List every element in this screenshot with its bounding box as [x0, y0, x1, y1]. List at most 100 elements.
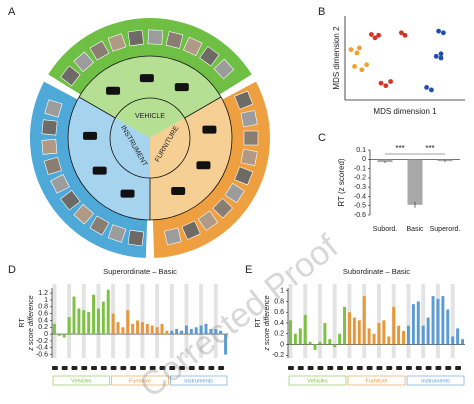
bar	[406, 325, 410, 345]
x-tick-label: Subord.	[373, 226, 398, 233]
shade-band	[155, 284, 160, 358]
shade-band	[317, 284, 322, 358]
object-icon	[198, 366, 205, 370]
photo-thumb	[181, 220, 201, 240]
y-tick-label: -0.2	[272, 352, 284, 359]
divider	[184, 96, 222, 119]
y-tick-label: 1	[44, 297, 48, 304]
photo-thumb	[60, 65, 81, 87]
bar	[328, 339, 332, 345]
object-icon	[337, 366, 344, 370]
y-tick-label: -0.6	[354, 212, 366, 219]
bar	[126, 310, 130, 335]
bar	[387, 336, 391, 345]
bar	[303, 314, 307, 345]
photo-thumb	[89, 215, 110, 236]
photo-thumb	[73, 203, 95, 225]
shade-band	[421, 284, 426, 358]
object-icon	[169, 366, 176, 370]
point	[372, 35, 378, 41]
object-icon	[120, 189, 135, 198]
bar	[446, 309, 450, 345]
group-box	[406, 375, 465, 386]
chart-title: Subordinate – Basic	[343, 267, 410, 276]
bar	[67, 317, 71, 335]
bar	[136, 320, 140, 335]
bar	[382, 320, 386, 345]
point	[359, 67, 365, 73]
photo-thumb	[50, 174, 70, 194]
y-tick-label: -0.5	[354, 203, 366, 210]
x-axis-label: MDS dimension 1	[373, 107, 437, 116]
bar	[411, 304, 415, 345]
photo-thumb	[163, 227, 182, 246]
photo-thumb	[89, 40, 110, 61]
object-icon	[376, 366, 383, 370]
y-axis-label: z score difference	[28, 295, 35, 351]
object-icon	[61, 366, 68, 370]
bar	[150, 325, 154, 335]
bar	[106, 289, 110, 335]
object-icon	[327, 366, 334, 370]
group-label: Furniture	[129, 378, 151, 384]
y-tick-label: 1	[280, 288, 284, 295]
photo-thumb	[165, 31, 184, 49]
group-label: Instruments	[184, 378, 213, 384]
bar	[184, 325, 188, 335]
bar	[209, 328, 213, 335]
photo-thumb	[197, 210, 219, 231]
bar	[318, 341, 322, 345]
photo-thumb	[240, 110, 258, 128]
point	[378, 80, 384, 86]
object-icon	[307, 366, 314, 370]
bar	[426, 317, 430, 345]
bar	[407, 159, 423, 205]
object-icon	[415, 366, 422, 370]
object-icon	[149, 366, 156, 370]
point	[438, 51, 444, 57]
bar	[180, 330, 184, 335]
point	[369, 32, 374, 37]
divider	[78, 96, 116, 119]
point	[357, 45, 362, 51]
bar	[189, 328, 193, 335]
bar	[82, 310, 86, 335]
object-icon	[83, 131, 98, 140]
shade-band	[376, 284, 381, 358]
bar	[357, 320, 361, 345]
bar	[155, 327, 159, 335]
bar	[451, 336, 455, 345]
group-label: Furniture	[365, 378, 387, 384]
point	[441, 30, 446, 36]
object-icon	[396, 366, 403, 370]
inner-sector	[67, 97, 150, 220]
point	[424, 85, 429, 90]
shade-band	[199, 284, 204, 358]
bar	[288, 320, 292, 345]
bar	[372, 333, 376, 345]
y-tick-label: -0.2	[354, 175, 366, 182]
shade-band	[140, 284, 145, 358]
panel-letter: A	[8, 6, 16, 18]
group-box	[52, 375, 110, 386]
y-tick-label: 0.8	[274, 298, 284, 305]
bar	[160, 323, 164, 335]
bar	[214, 328, 218, 335]
point	[402, 32, 408, 38]
object-icon	[297, 366, 304, 370]
object-icon	[92, 166, 107, 175]
photo-thumb	[224, 182, 245, 204]
bar	[347, 312, 351, 345]
x-tick-label: Basic	[406, 226, 424, 233]
point	[399, 30, 404, 36]
bar	[362, 296, 366, 345]
object-icon	[71, 366, 78, 370]
charts: B MDS dimension 1 MDS dimension 2 C 0.1 0 -0.1…	[8, 6, 465, 386]
photo-thumb	[60, 189, 81, 211]
bar	[199, 325, 203, 335]
bar	[131, 323, 135, 335]
object-icon	[445, 366, 452, 370]
y-tick-label: 0.4	[38, 317, 48, 324]
shade-band	[450, 284, 455, 358]
